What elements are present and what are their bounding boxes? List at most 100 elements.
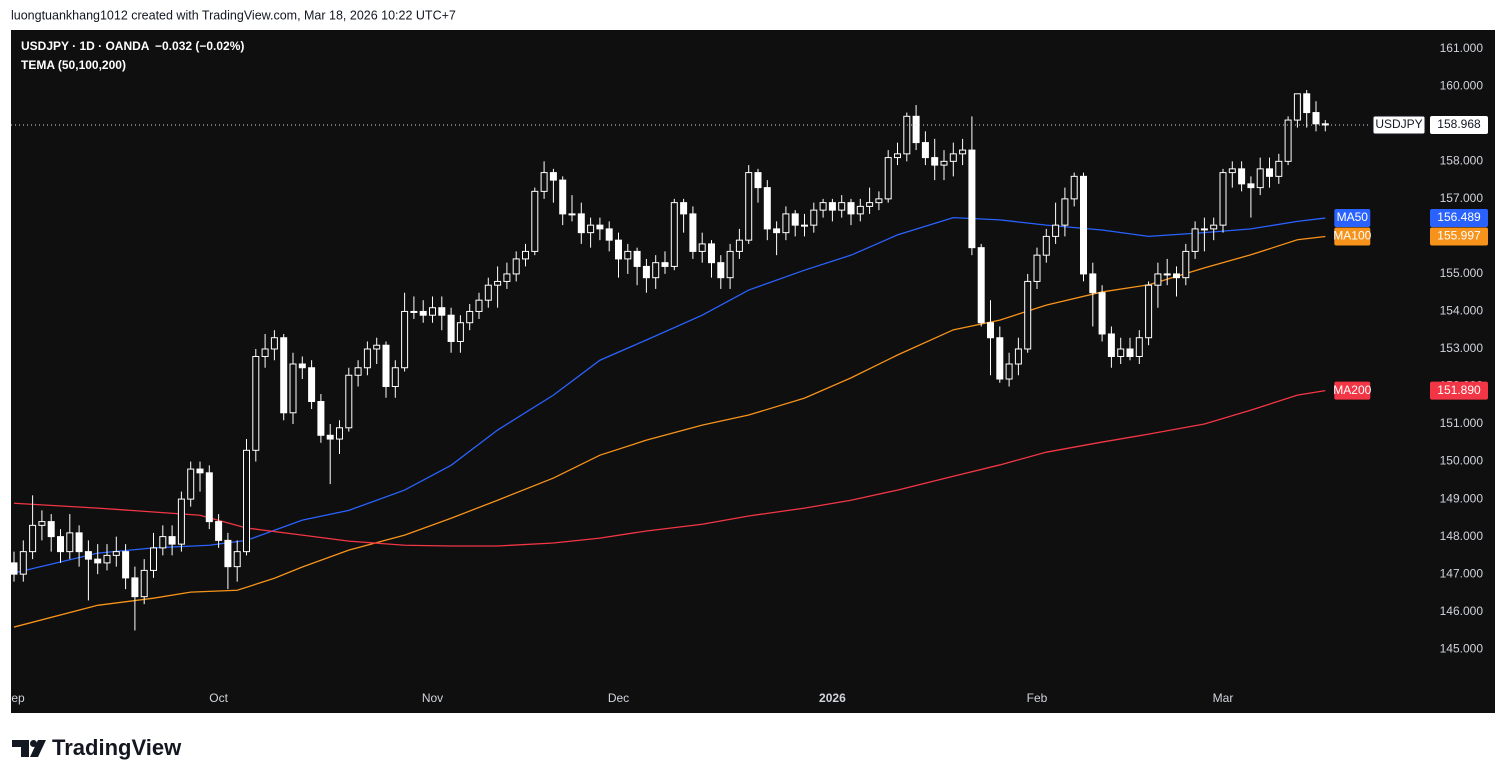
candle-body [838, 202, 846, 211]
candle-body [438, 307, 446, 316]
price-tags: USDJPY 158.968 MA50 156.489 MA100 155.997 MA20… [11, 115, 1488, 400]
y-tick-label: 153.000 [1440, 341, 1484, 355]
candle-body [1005, 363, 1013, 380]
candle-body [466, 310, 474, 324]
legend-change: −0.032 (−0.02%) [155, 39, 244, 53]
candle-body [484, 284, 492, 301]
candle-body [270, 337, 278, 350]
candle-body [391, 367, 399, 388]
ma-line [13, 216, 1326, 574]
candle-body [494, 280, 502, 286]
candle-body [1107, 333, 1115, 357]
candle-body [1303, 93, 1311, 114]
x-axis: Sep Oct Nov Dec 2026 Feb Mar [3, 691, 1233, 705]
candle-body [112, 551, 120, 556]
candle-body [605, 228, 613, 241]
y-tick-label: 145.000 [1440, 641, 1484, 655]
candle-body [1312, 112, 1320, 125]
candle-body [782, 213, 790, 234]
candle-body [940, 160, 948, 166]
chart-panel [11, 30, 1495, 713]
candle-body [735, 239, 743, 252]
candle-body [215, 521, 223, 541]
candle-body [1238, 168, 1246, 185]
candle-body [1117, 348, 1125, 357]
candle-body [373, 344, 381, 350]
candle-body [577, 213, 585, 234]
candle-body [47, 521, 55, 538]
y-tick-label: 154.000 [1440, 304, 1484, 318]
candle-body [317, 401, 325, 436]
candle-body [252, 355, 260, 451]
candle-body [429, 307, 436, 316]
candle-body [819, 202, 827, 211]
candle-body [345, 374, 353, 429]
ma-name-tag: MA100 [1333, 229, 1371, 243]
candle-body [903, 115, 911, 155]
candle-body [131, 577, 139, 598]
candle-body [996, 337, 1004, 380]
candle-body [401, 310, 409, 369]
candle-body [1145, 284, 1153, 339]
candle-body [280, 337, 288, 414]
candle-body [57, 536, 64, 553]
candles [11, 90, 1329, 631]
candle-body [754, 172, 762, 189]
candle-body [1070, 175, 1078, 200]
candle-body [205, 472, 213, 523]
ma-name-tag: MA50 [1337, 210, 1369, 224]
candle-body [122, 551, 130, 579]
candle-body [1256, 168, 1264, 189]
candle-body [1061, 198, 1069, 226]
candle-body [1210, 224, 1218, 230]
y-tick-label: 149.000 [1440, 491, 1484, 505]
candle-body [19, 551, 27, 575]
y-tick-label: 147.000 [1440, 566, 1484, 580]
candle-body [419, 310, 427, 316]
candle-body [1284, 119, 1292, 162]
ma-name-tag: MA200 [1333, 383, 1371, 397]
y-tick-label: 148.000 [1440, 529, 1484, 543]
x-tick-label: Sep [3, 691, 25, 705]
candle-body [159, 536, 167, 549]
candle-body [568, 213, 576, 216]
candle-body [1228, 168, 1236, 174]
candle-body [549, 172, 557, 181]
candle-body [624, 250, 632, 260]
candle-body [1033, 254, 1041, 282]
candle-body [698, 243, 706, 252]
candle-body [1200, 228, 1208, 231]
credit-line: luongtuankhang1012 created with TradingV… [11, 8, 456, 22]
candle-body [791, 213, 799, 226]
y-tick-label: 158.000 [1440, 154, 1484, 168]
candle-body [1080, 175, 1087, 275]
candle-body [326, 434, 334, 440]
candle-body [1293, 93, 1301, 121]
ma-name-tag-box [1334, 227, 1371, 246]
candle-body [847, 202, 855, 215]
candle-body [531, 190, 539, 252]
candle-body [1173, 273, 1180, 279]
candle-body [717, 262, 725, 279]
y-tick-label: 161.000 [1440, 41, 1484, 55]
candle-body [354, 367, 362, 376]
candle-body [177, 498, 185, 545]
candle-body [187, 468, 195, 500]
candle-body [615, 239, 622, 260]
candle-body [968, 149, 976, 249]
y-tick-label: 146.000 [1440, 604, 1484, 618]
logo-shape [12, 740, 29, 757]
candle-body [363, 348, 371, 369]
ma-value-tag-box [1430, 381, 1488, 400]
candle-body [745, 172, 753, 241]
candle-body [959, 149, 967, 155]
candle-body [875, 198, 883, 204]
brand-name: TradingView [52, 735, 182, 760]
candle-body [66, 532, 74, 553]
candle-body [810, 209, 818, 226]
y-tick-label: 155.000 [1440, 266, 1484, 280]
candle-body [801, 224, 808, 227]
candle-body [1126, 348, 1134, 357]
